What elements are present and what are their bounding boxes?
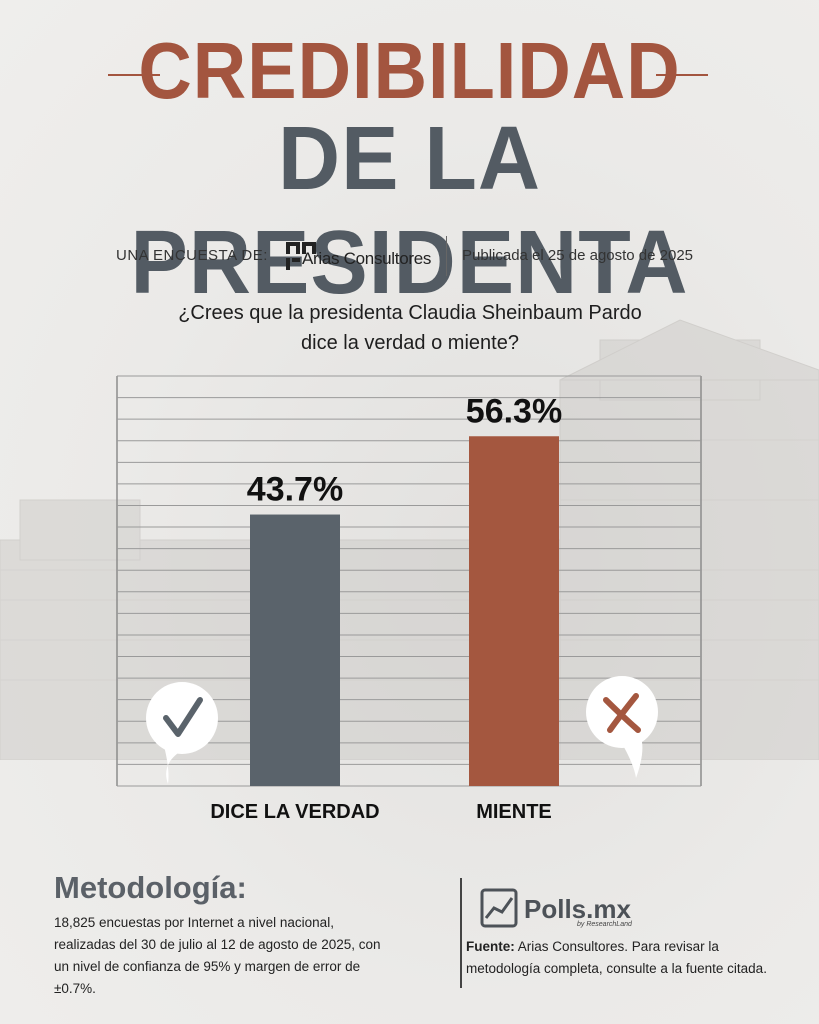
cross-bubble [586,676,658,778]
bubble-tail [164,746,186,784]
question-line-1: ¿Crees que la presidenta Claudia Sheinba… [178,302,642,324]
title-line-2: DE LA PRESIDENTA [130,108,689,313]
cross-icon [603,693,641,733]
bubble-circle [146,682,218,754]
brand-tagline: by ResearchLand [577,921,632,928]
polls-logo-icon [480,888,518,928]
bar-dice-la-verdad [250,514,340,786]
title-rule-right [656,74,708,76]
methodology-title: Metodología: [54,870,247,905]
title-line-1: CREDIBILIDAD [138,25,681,116]
bar-miente [469,436,559,786]
published-date: Publicada el 25 de agosto de 2025 [462,247,694,264]
source-line: UNA ENCUESTA DE: Arias Consultores Publi… [0,236,819,276]
survey-by-label: UNA ENCUESTA DE: [116,247,268,264]
category-label: MIENTE [476,801,552,823]
category-label: DICE LA VERDAD [210,801,379,823]
bubble-tail [620,740,643,778]
check-icon [163,697,203,737]
pollster-name: Arias Consultores [302,249,432,268]
question-line-2: dice la verdad o miente? [301,332,519,354]
title-rule-left [108,74,160,76]
source-separator [446,236,447,276]
methodology-text: 18,825 encuestas por Internet a nivel na… [54,915,381,996]
bar-value-label: 43.7% [247,471,343,509]
survey-question: ¿Crees que la presidenta Claudia Sheinba… [100,298,720,358]
source-text: Arias Consultores. Para revisar la metod… [466,939,767,976]
footer-separator [460,878,462,988]
check-bubble [146,682,218,784]
source-label: Fuente: [466,939,515,954]
arias-logo-icon [286,242,316,270]
source-note: Fuente: Arias Consultores. Para revisar … [466,936,796,980]
bar-value-label: 56.3% [466,392,562,430]
brand-name: Polls.mx [524,894,631,924]
palace-background-image [0,319,819,760]
